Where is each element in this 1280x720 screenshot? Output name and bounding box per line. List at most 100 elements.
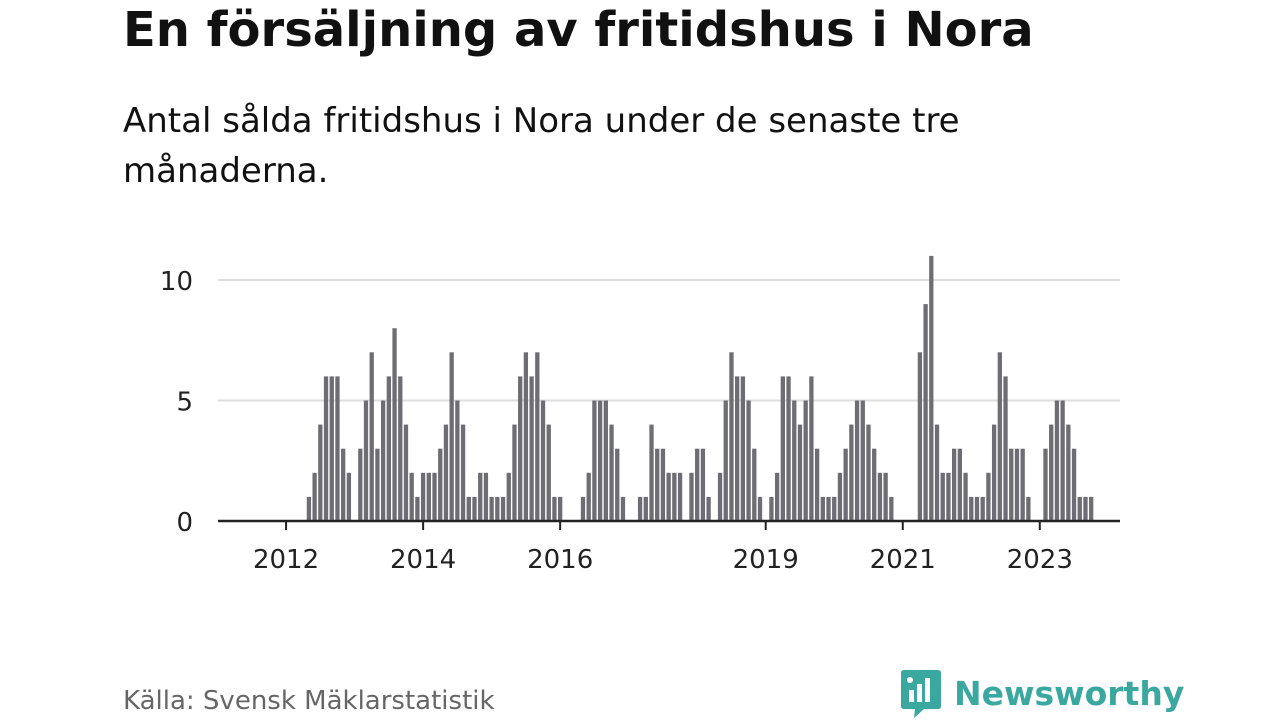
bar <box>963 472 968 521</box>
y-tick-label: 5 <box>176 388 193 418</box>
bar <box>872 448 877 521</box>
bars <box>306 255 1094 521</box>
bar <box>409 472 414 521</box>
y-tick-label: 0 <box>176 508 193 538</box>
bar <box>1009 448 1014 521</box>
bar <box>780 376 785 521</box>
bar <box>957 448 962 521</box>
bar <box>917 352 923 521</box>
chart-title: En försäljning av fritidshus i Nora <box>123 2 1034 58</box>
bar <box>974 496 980 521</box>
bar <box>1049 424 1054 521</box>
bar <box>923 304 928 521</box>
bar <box>346 472 352 521</box>
bar <box>854 400 860 521</box>
bar <box>323 376 329 521</box>
bar <box>358 448 363 521</box>
newsworthy-logo: Newsworthy <box>900 668 1184 718</box>
bar <box>986 472 991 521</box>
bar <box>637 496 643 521</box>
bar <box>700 448 706 521</box>
bar <box>1054 400 1060 521</box>
bar <box>615 448 620 521</box>
bar <box>398 376 403 521</box>
bar <box>826 496 831 521</box>
bar <box>706 496 711 521</box>
bar <box>740 376 746 521</box>
y-axis: 0 5 10 <box>160 267 193 538</box>
bar <box>580 496 586 521</box>
bar <box>1077 496 1082 521</box>
bar <box>443 424 449 521</box>
bar <box>415 496 420 521</box>
bar <box>455 400 460 521</box>
bar <box>318 424 323 521</box>
bar <box>335 376 340 521</box>
bar <box>329 376 334 521</box>
bar <box>460 424 466 521</box>
bar <box>540 400 546 521</box>
bar <box>592 400 597 521</box>
bar <box>786 376 791 521</box>
bar <box>518 376 523 521</box>
source-note: Källa: Svensk Mäklarstatistik <box>123 686 495 716</box>
bar <box>341 448 346 521</box>
bar <box>649 424 654 521</box>
bar <box>558 496 563 521</box>
bar <box>489 496 494 521</box>
bar <box>426 472 431 521</box>
bar <box>449 352 454 521</box>
bar <box>723 400 728 521</box>
bar <box>369 352 374 521</box>
bar <box>506 472 511 521</box>
bar <box>929 255 934 521</box>
x-tick-label: 2021 <box>870 545 936 575</box>
bar <box>466 496 471 521</box>
bar <box>1026 496 1031 521</box>
bar <box>814 448 820 521</box>
highlight-value-label: 1 <box>1094 0 1111 7</box>
bar <box>586 472 591 521</box>
bar <box>951 448 957 521</box>
bar <box>1014 448 1020 521</box>
bar <box>420 472 426 521</box>
x-tick-label: 2014 <box>390 545 456 575</box>
bar <box>746 400 751 521</box>
bar <box>774 472 780 521</box>
bar <box>792 400 797 521</box>
logo-text: Newsworthy <box>954 673 1185 713</box>
bar <box>432 472 437 521</box>
chart-subtitle: Antal sålda fritidshus i Nora under de s… <box>123 101 960 191</box>
bar <box>1060 400 1065 521</box>
bar <box>820 496 825 521</box>
x-tick-label: 2012 <box>253 545 319 575</box>
bar <box>969 496 974 521</box>
bar <box>523 352 529 521</box>
bar <box>991 424 997 521</box>
bar <box>940 472 945 521</box>
bar <box>672 472 677 521</box>
bar <box>980 496 985 521</box>
bar <box>946 472 951 521</box>
bar <box>1089 496 1094 521</box>
bar <box>803 400 808 521</box>
bar <box>597 400 603 521</box>
bar <box>1083 496 1088 521</box>
bar <box>757 496 763 521</box>
bar <box>717 472 723 521</box>
bar <box>997 352 1002 521</box>
bar <box>889 496 894 521</box>
bar <box>500 496 506 521</box>
bar <box>729 352 734 521</box>
x-axis: 2012 2014 2016 2019 2021 2023 <box>218 519 1120 575</box>
bar <box>877 472 883 521</box>
bar <box>860 400 865 521</box>
bar <box>883 472 888 521</box>
bar <box>666 472 671 521</box>
bar <box>660 448 666 521</box>
bar <box>797 424 803 521</box>
x-tick-label: 2016 <box>527 545 593 575</box>
bar <box>495 496 500 521</box>
bar <box>866 424 871 521</box>
bar <box>552 496 557 521</box>
